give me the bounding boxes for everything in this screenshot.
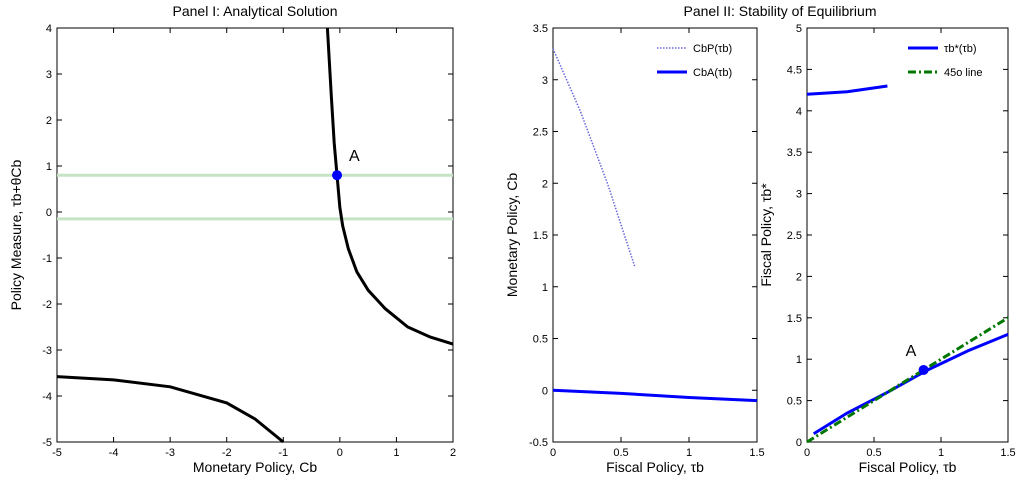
y-tick-label: 0	[796, 437, 802, 449]
x-tick-label: 0	[804, 447, 810, 459]
y-tick-label: 1	[796, 354, 802, 366]
legend-label: τb*(τb)	[944, 43, 977, 55]
y-tick-label: 3.5	[787, 147, 802, 159]
y-tick-label: 3	[796, 189, 802, 201]
y-tick-label: 2.5	[787, 230, 802, 242]
y-tick-label: 1	[46, 161, 52, 173]
x-tick-label: 1	[686, 447, 692, 459]
x-axis-label: Fiscal Policy, τb	[606, 459, 704, 475]
series-line	[552, 48, 636, 267]
y-tick-label: 2	[46, 115, 52, 127]
y-tick-label: -2	[42, 299, 52, 311]
legend-label: CbP(τb)	[693, 43, 732, 55]
chart-title: Panel II: Stability of Equilibrium	[684, 3, 877, 19]
x-tick-label: 1.5	[749, 447, 764, 459]
point-marker	[332, 170, 343, 181]
series-line	[56, 375, 285, 444]
x-tick-label: -2	[222, 447, 232, 459]
y-tick-label: 2	[542, 178, 548, 190]
legend-label: CbA(τb)	[693, 67, 732, 79]
y-tick-label: -4	[42, 391, 52, 403]
x-tick-label: -4	[109, 447, 119, 459]
y-tick-label: 2.5	[533, 127, 548, 139]
plot-frame	[806, 27, 1009, 443]
annotation: A	[906, 343, 917, 360]
y-tick-label: -3	[42, 345, 52, 357]
plot-frame	[56, 27, 454, 443]
y-tick-label: 4	[796, 106, 802, 118]
y-tick-label: 4.5	[787, 64, 802, 76]
chart-title: Panel I: Analytical Solution	[173, 3, 338, 19]
x-tick-label: -1	[278, 447, 288, 459]
point-marker	[918, 364, 929, 375]
x-tick-label: 0	[550, 447, 556, 459]
y-tick-label: 4	[46, 23, 52, 35]
y-axis-label: Fiscal Policy, τb*	[758, 183, 774, 287]
x-tick-label: 1	[938, 447, 944, 459]
y-tick-label: 2	[796, 271, 802, 283]
y-axis-label: Policy Measure, τb+θCb	[8, 159, 24, 310]
y-tick-label: 0.5	[533, 334, 548, 346]
x-axis-label: Monetary Policy, Cb	[193, 459, 317, 475]
x-tick-label: -5	[52, 447, 62, 459]
annotation: A	[349, 148, 360, 165]
x-axis-label: Fiscal Policy, τb	[859, 459, 957, 475]
series-line	[806, 84, 888, 96]
y-tick-label: -5	[42, 437, 52, 449]
x-tick-label: -3	[165, 447, 175, 459]
series-line	[325, 27, 454, 346]
x-tick-label: 0.5	[866, 447, 881, 459]
y-tick-label: 0	[46, 207, 52, 219]
x-tick-label: 2	[450, 447, 456, 459]
y-axis-label: Monetary Policy, Cb	[504, 173, 520, 297]
y-tick-label: 5	[796, 23, 802, 35]
plot-frame	[552, 27, 758, 443]
x-tick-label: 0.5	[613, 447, 628, 459]
y-tick-label: 0	[542, 385, 548, 397]
x-tick-label: 1.5	[1000, 447, 1015, 459]
y-tick-label: 3	[46, 69, 52, 81]
y-tick-label: 1.5	[787, 313, 802, 325]
y-tick-label: 1.5	[533, 230, 548, 242]
y-tick-label: 1	[542, 282, 548, 294]
y-tick-label: 3	[542, 75, 548, 87]
series-line	[806, 316, 1009, 444]
x-tick-label: 1	[393, 447, 399, 459]
y-tick-label: -0.5	[529, 437, 548, 449]
series-line	[552, 388, 758, 403]
y-tick-label: 0.5	[787, 396, 802, 408]
x-tick-label: 0	[337, 447, 343, 459]
y-tick-label: -1	[42, 253, 52, 265]
legend-label: 45o line	[944, 67, 983, 79]
y-tick-label: 3.5	[533, 23, 548, 35]
